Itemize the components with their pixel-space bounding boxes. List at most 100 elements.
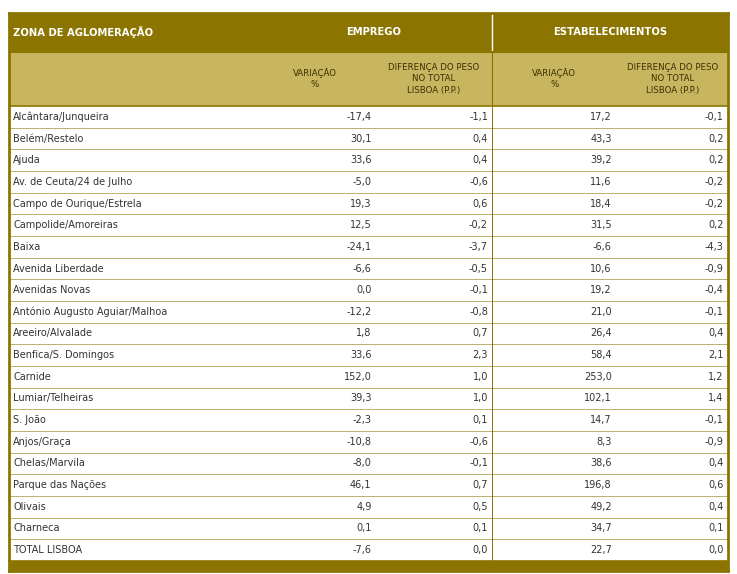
Text: 0,4: 0,4	[472, 156, 488, 165]
Text: Olivais: Olivais	[13, 502, 46, 511]
Text: -0,2: -0,2	[705, 177, 724, 187]
Text: Belém/Restelo: Belém/Restelo	[13, 134, 83, 144]
Text: -0,4: -0,4	[705, 285, 724, 295]
Text: -6,6: -6,6	[352, 263, 371, 274]
Bar	[9, 280, 728, 301]
Text: EMPREGO: EMPREGO	[346, 27, 401, 37]
Text: -0,1: -0,1	[705, 112, 724, 122]
Text: 0,2: 0,2	[708, 156, 724, 165]
Text: -0,1: -0,1	[469, 459, 488, 468]
Text: Av. de Ceuta/24 de Julho: Av. de Ceuta/24 de Julho	[13, 177, 133, 187]
Text: 33,6: 33,6	[350, 350, 371, 360]
Text: 26,4: 26,4	[590, 328, 612, 339]
Text: -0,2: -0,2	[469, 220, 488, 230]
Bar	[9, 539, 728, 561]
Text: 21,0: 21,0	[590, 307, 612, 317]
Text: -1,1: -1,1	[469, 112, 488, 122]
Text: 152,0: 152,0	[343, 372, 371, 382]
Text: -6,6: -6,6	[593, 242, 612, 252]
Text: TOTAL LISBOA: TOTAL LISBOA	[13, 545, 83, 555]
Text: Areeiro/Alvalade: Areeiro/Alvalade	[13, 328, 94, 339]
Text: -0,9: -0,9	[705, 437, 724, 447]
Text: 46,1: 46,1	[350, 480, 371, 490]
Text: 19,3: 19,3	[350, 199, 371, 208]
Bar	[9, 301, 728, 323]
Text: -24,1: -24,1	[346, 242, 371, 252]
Text: 0,2: 0,2	[708, 134, 724, 144]
Text: 2,1: 2,1	[708, 350, 724, 360]
Text: 1,2: 1,2	[708, 372, 724, 382]
Text: 2,3: 2,3	[472, 350, 488, 360]
Text: Lumiar/Telheiras: Lumiar/Telheiras	[13, 393, 94, 404]
Text: -0,6: -0,6	[469, 437, 488, 447]
Text: 1,0: 1,0	[472, 372, 488, 382]
Text: 196,8: 196,8	[584, 480, 612, 490]
Bar	[9, 171, 728, 193]
Text: -5,0: -5,0	[352, 177, 371, 187]
Bar	[9, 496, 728, 518]
Text: 1,8: 1,8	[356, 328, 371, 339]
Text: 17,2: 17,2	[590, 112, 612, 122]
Text: 0,7: 0,7	[472, 328, 488, 339]
Text: 0,0: 0,0	[472, 545, 488, 555]
Text: -2,3: -2,3	[352, 415, 371, 425]
Text: -0,1: -0,1	[705, 307, 724, 317]
Text: 1,4: 1,4	[708, 393, 724, 404]
Text: Charneca: Charneca	[13, 523, 60, 533]
Text: 19,2: 19,2	[590, 285, 612, 295]
Text: 0,5: 0,5	[472, 502, 488, 511]
Text: VARIAÇÃO
%: VARIAÇÃO %	[293, 68, 337, 90]
Text: -0,8: -0,8	[469, 307, 488, 317]
Text: 0,4: 0,4	[708, 459, 724, 468]
Text: Ajuda: Ajuda	[13, 156, 41, 165]
Text: -8,0: -8,0	[352, 459, 371, 468]
Text: Baixa: Baixa	[13, 242, 41, 252]
Text: -17,4: -17,4	[346, 112, 371, 122]
Bar	[9, 561, 728, 571]
Text: 0,0: 0,0	[708, 545, 724, 555]
Bar	[9, 387, 728, 409]
Bar	[9, 431, 728, 452]
Text: -0,6: -0,6	[469, 177, 488, 187]
Text: -0,5: -0,5	[469, 263, 488, 274]
Text: 4,9: 4,9	[356, 502, 371, 511]
Text: 18,4: 18,4	[590, 199, 612, 208]
Text: Chelas/Marvila: Chelas/Marvila	[13, 459, 85, 468]
Text: 14,7: 14,7	[590, 415, 612, 425]
Text: 11,6: 11,6	[590, 177, 612, 187]
Bar	[9, 518, 728, 539]
Text: 253,0: 253,0	[584, 372, 612, 382]
Text: 0,7: 0,7	[472, 480, 488, 490]
Text: 0,6: 0,6	[708, 480, 724, 490]
Bar	[9, 409, 728, 431]
Bar	[9, 52, 728, 106]
Bar	[9, 258, 728, 280]
Text: Alcântara/Junqueira: Alcântara/Junqueira	[13, 112, 110, 122]
Bar	[9, 106, 728, 128]
Text: VARIAÇÃO
%: VARIAÇÃO %	[532, 68, 576, 90]
Text: 10,6: 10,6	[590, 263, 612, 274]
Text: -0,2: -0,2	[705, 199, 724, 208]
Text: DIFERENÇA DO PESO
NO TOTAL
LISBOA (P.P.): DIFERENÇA DO PESO NO TOTAL LISBOA (P.P.)	[626, 63, 718, 95]
Text: 30,1: 30,1	[350, 134, 371, 144]
Text: Avenida Liberdade: Avenida Liberdade	[13, 263, 104, 274]
Bar	[9, 236, 728, 258]
Text: 0,2: 0,2	[708, 220, 724, 230]
Bar	[9, 474, 728, 496]
Text: 39,2: 39,2	[590, 156, 612, 165]
Text: 0,4: 0,4	[708, 328, 724, 339]
Text: 22,7: 22,7	[590, 545, 612, 555]
Text: Avenidas Novas: Avenidas Novas	[13, 285, 91, 295]
Text: António Augusto Aguiar/Malhoa: António Augusto Aguiar/Malhoa	[13, 307, 167, 317]
Text: -12,2: -12,2	[346, 307, 371, 317]
Text: 12,5: 12,5	[349, 220, 371, 230]
Text: 34,7: 34,7	[590, 523, 612, 533]
Text: 0,6: 0,6	[472, 199, 488, 208]
Text: S. João: S. João	[13, 415, 46, 425]
Text: Parque das Nações: Parque das Nações	[13, 480, 106, 490]
Text: 0,1: 0,1	[356, 523, 371, 533]
Text: Campo de Ourique/Estrela: Campo de Ourique/Estrela	[13, 199, 142, 208]
Bar	[9, 149, 728, 171]
Text: -3,7: -3,7	[469, 242, 488, 252]
Bar	[9, 366, 728, 387]
